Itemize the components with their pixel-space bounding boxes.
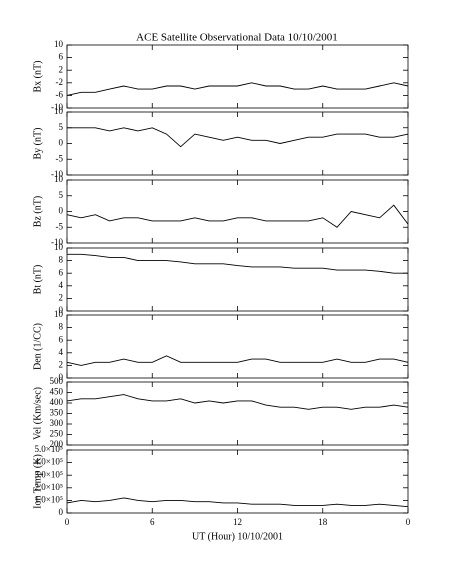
data-line	[66, 394, 409, 410]
y-tick-label: 4	[59, 347, 64, 357]
y-tick-label: 0	[59, 305, 64, 315]
y-axis-label: Bz (nT)	[32, 196, 43, 227]
data-line	[67, 127, 409, 148]
data-line	[66, 204, 409, 228]
y-tick-label: -2	[56, 77, 64, 87]
y-tick-label: 10	[54, 174, 64, 184]
y-tick-label: 10	[54, 106, 64, 116]
y-tick-label: 400	[50, 397, 64, 407]
y-tick-label: 500	[50, 376, 64, 386]
y-tick-label: 250	[50, 429, 64, 439]
x-axis-label: UT (Hour) 10/10/2001	[192, 531, 283, 542]
y-tick-label: -10	[51, 102, 63, 112]
y-axis-label: Bx (nT)	[32, 61, 43, 93]
y-tick-label: 0	[59, 206, 64, 216]
y-tick-label: 2	[59, 292, 64, 302]
panel-frame	[66, 111, 409, 176]
x-tick-label: 18	[318, 517, 328, 527]
y-tick-label: 200	[50, 439, 64, 449]
y-axis-label: Den (1/CC)	[32, 323, 43, 370]
y-axis-label: Ion Temp (K)	[32, 454, 43, 509]
y-tick-label: -5	[56, 153, 64, 163]
y-tick-label: 5.0×10⁵	[35, 444, 63, 454]
y-tick-label: 4.0×10⁵	[35, 457, 63, 467]
y-tick-label: 6	[59, 334, 64, 344]
y-tick-label: 2	[59, 359, 64, 369]
y-axis-label: By (nT)	[32, 128, 43, 160]
x-tick-label: 6	[150, 517, 155, 527]
y-tick-label: 5	[59, 190, 64, 200]
y-tick-label: -10	[51, 169, 63, 179]
y-tick-label: -5	[56, 221, 64, 231]
y-tick-label: 3.0×10⁵	[35, 469, 63, 479]
data-line	[66, 497, 409, 508]
y-tick-label: 0	[59, 138, 64, 148]
panel-frame	[66, 314, 409, 379]
data-line	[67, 253, 408, 274]
chart-title: ACE Satellite Observational Data 10/10/2…	[136, 32, 338, 44]
y-tick-label: 0	[59, 372, 64, 382]
data-line	[66, 82, 409, 96]
data-line	[66, 355, 409, 366]
y-tick-label: 10	[54, 39, 64, 49]
y-tick-label: 5	[59, 122, 64, 132]
y-tick-label: 0	[59, 507, 64, 517]
y-tick-label: 8	[59, 255, 64, 265]
y-tick-label: 6	[59, 267, 64, 277]
y-tick-label: 8	[59, 322, 64, 332]
panel-frame	[66, 44, 409, 109]
y-tick-label: -6	[56, 89, 64, 99]
panel-frame	[66, 449, 409, 514]
x-tick-label: 12	[233, 517, 242, 527]
y-tick-label: 4	[59, 280, 64, 290]
y-tick-label: 6	[59, 52, 64, 62]
y-tick-label: 1.0×10⁵	[35, 494, 63, 504]
x-tick-label: 0	[406, 517, 411, 527]
y-tick-label: 2.0×10⁵	[35, 482, 63, 492]
y-axis-label: Bt (nT)	[32, 265, 43, 295]
y-tick-label: 2	[59, 64, 64, 74]
panel-frame	[66, 381, 409, 446]
y-tick-label: 300	[50, 418, 64, 428]
y-tick-label: 10	[54, 309, 64, 319]
y-axis-label: Vel (Km/sec)	[32, 387, 43, 440]
y-tick-label: 450	[50, 387, 64, 397]
y-tick-label: -10	[51, 237, 63, 247]
x-tick-label: 0	[65, 517, 70, 527]
panel-frame	[66, 179, 409, 244]
y-tick-label: 350	[50, 408, 64, 418]
y-tick-label: 10	[54, 242, 64, 252]
